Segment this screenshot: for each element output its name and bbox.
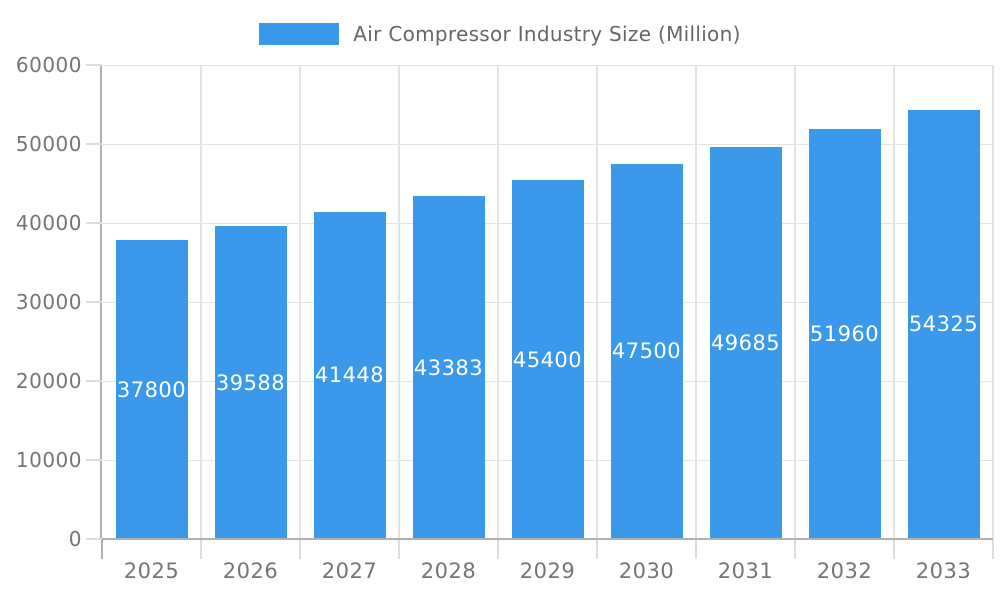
bar-2026[interactable]: 39588 — [214, 226, 287, 539]
bar-value-label: 41448 — [314, 363, 385, 388]
legend-label: Air Compressor Industry Size (Million) — [353, 22, 741, 46]
gridline-v — [596, 65, 598, 539]
x-tick — [695, 540, 697, 559]
legend[interactable]: Air Compressor Industry Size (Million) — [0, 23, 1000, 45]
bar-value-label: 51960 — [809, 321, 880, 346]
bar-2025[interactable]: 37800 — [115, 240, 188, 539]
bar-2029[interactable]: 45400 — [511, 180, 584, 539]
y-tick-label: 20000 — [15, 369, 82, 393]
y-tick-label: 60000 — [15, 53, 82, 77]
x-tick-label-2032: 2032 — [816, 559, 873, 583]
bar-2027[interactable]: 41448 — [313, 211, 386, 539]
bar-value-label: 49685 — [710, 330, 781, 355]
x-tick — [992, 540, 994, 559]
x-tick-label-2033: 2033 — [915, 559, 972, 583]
gridline-v — [398, 65, 400, 539]
x-tick-label-2028: 2028 — [420, 559, 477, 583]
gridline-v — [794, 65, 796, 539]
bar-value-label: 43383 — [413, 355, 484, 380]
x-tick-label-2029: 2029 — [519, 559, 576, 583]
x-tick — [398, 540, 400, 559]
bar-value-label: 39588 — [215, 370, 286, 395]
bar-2028[interactable]: 43383 — [412, 196, 485, 539]
x-tick — [101, 540, 103, 559]
y-tick — [86, 380, 102, 382]
y-tick — [86, 538, 102, 540]
bar-value-label: 47500 — [611, 339, 682, 364]
y-tick — [86, 143, 102, 145]
gridline-v — [893, 65, 895, 539]
x-tick — [497, 540, 499, 559]
x-tick — [200, 540, 202, 559]
x-tick-label-2030: 2030 — [618, 559, 675, 583]
y-tick — [86, 459, 102, 461]
plot-area: 37800 39588 41448 43383 45400 47500 49685 51960… — [102, 64, 994, 539]
x-tick — [893, 540, 895, 559]
bar-value-label: 45400 — [512, 347, 583, 372]
y-tick-label: 40000 — [15, 211, 82, 235]
gridline-v — [992, 65, 994, 539]
bar-2032[interactable]: 51960 — [808, 128, 881, 539]
y-tick — [86, 222, 102, 224]
gridline-h — [102, 64, 993, 66]
gridline-h — [102, 143, 993, 145]
gridline-v — [299, 65, 301, 539]
x-tick — [794, 540, 796, 559]
y-tick-label: 30000 — [15, 290, 82, 314]
bar-2033[interactable]: 54325 — [907, 109, 980, 539]
legend-swatch — [259, 23, 340, 45]
bar-value-label: 37800 — [116, 377, 187, 402]
x-axis-line — [102, 538, 993, 540]
y-tick-label: 0 — [68, 527, 82, 551]
gridline-v — [200, 65, 202, 539]
y-tick-label: 50000 — [15, 132, 82, 156]
x-tick-label-2026: 2026 — [222, 559, 279, 583]
x-tick — [299, 540, 301, 559]
bar-2030[interactable]: 47500 — [610, 163, 683, 539]
x-tick-label-2031: 2031 — [717, 559, 774, 583]
x-tick-label-2027: 2027 — [321, 559, 378, 583]
y-tick — [86, 301, 102, 303]
gridline-v — [695, 65, 697, 539]
bar-value-label: 54325 — [908, 312, 979, 337]
x-tick-label-2025: 2025 — [123, 559, 180, 583]
gridline-v — [497, 65, 499, 539]
x-tick — [596, 540, 598, 559]
y-tick — [86, 64, 102, 66]
bar-2031[interactable]: 49685 — [709, 146, 782, 539]
y-tick-label: 10000 — [15, 448, 82, 472]
